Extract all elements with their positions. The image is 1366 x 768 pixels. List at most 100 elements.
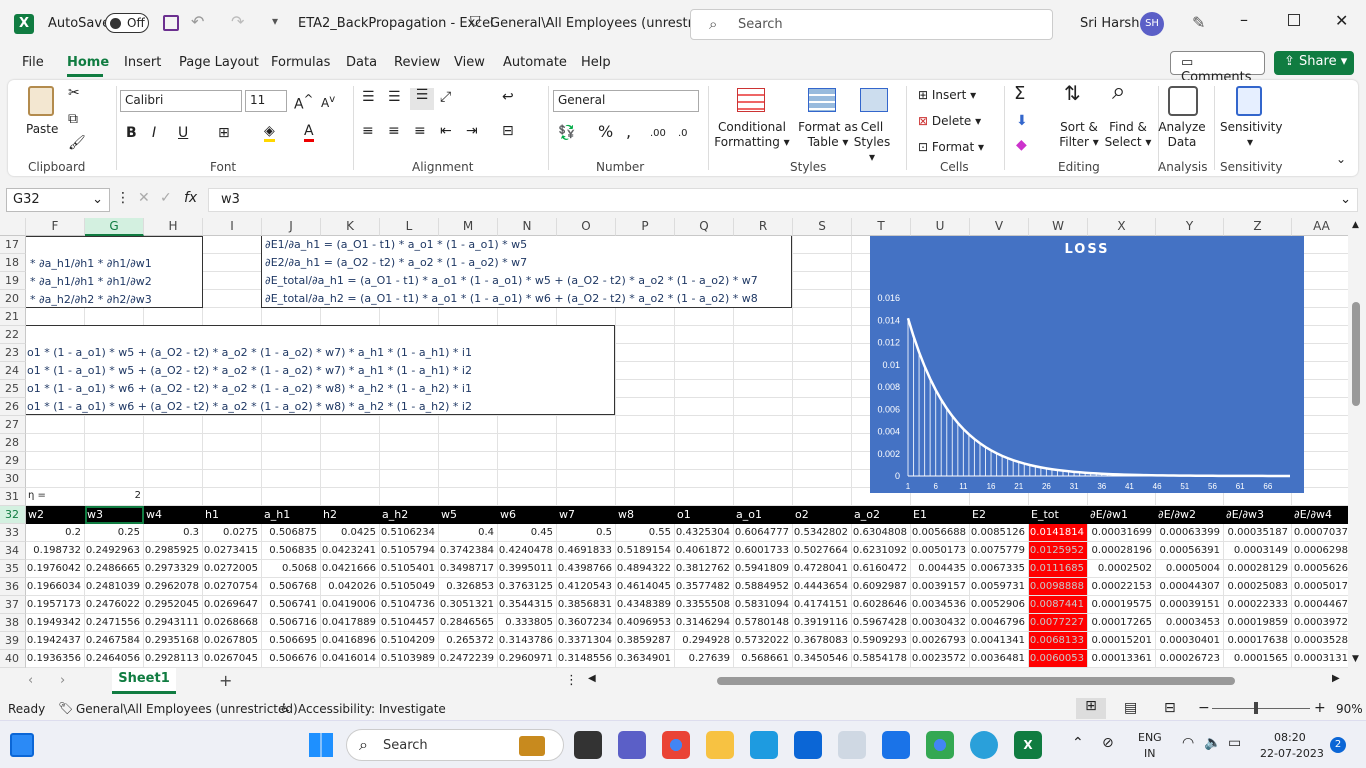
table-cell[interactable]: 0.506716: [262, 614, 321, 632]
column-header-AA[interactable]: AA: [1292, 218, 1352, 236]
table-cell[interactable]: 0.0075779: [970, 542, 1029, 560]
table-cell[interactable]: 0.2486665: [85, 560, 144, 578]
table-cell[interactable]: 0.0416014: [321, 650, 380, 668]
table-cell[interactable]: 0.3607234: [557, 614, 616, 632]
widgets-icon[interactable]: [10, 733, 34, 757]
table-header-cell[interactable]: a_o1: [734, 506, 793, 524]
table-cell[interactable]: 0.00028196: [1088, 542, 1156, 560]
insert-function-icon[interactable]: fx: [184, 190, 198, 206]
table-cell[interactable]: 0.2481039: [85, 578, 144, 596]
row-header-37[interactable]: 37: [0, 596, 26, 614]
table-header-cell[interactable]: w3: [85, 506, 144, 524]
table-cell[interactable]: 0.3995011: [498, 560, 557, 578]
bold-button[interactable]: B: [126, 125, 137, 141]
share-button[interactable]: ⇪ Share ▾: [1274, 51, 1354, 75]
table-cell[interactable]: 0.2952045: [144, 596, 203, 614]
table-cell[interactable]: 0.0034536: [911, 596, 970, 614]
table-cell[interactable]: 0.2: [26, 524, 85, 542]
table-cell[interactable]: 0.0068133: [1029, 632, 1088, 650]
status-accessibility[interactable]: Accessibility: Investigate: [298, 702, 446, 716]
column-header-R[interactable]: R: [734, 218, 793, 236]
borders-icon[interactable]: ⊞: [218, 125, 230, 141]
row-header-34[interactable]: 34: [0, 542, 26, 560]
table-header-cell[interactable]: E1: [911, 506, 970, 524]
volume-icon[interactable]: 🔈: [1204, 735, 1222, 751]
sensitivity-button[interactable]: Sensitivity ▾: [1220, 120, 1283, 149]
format-cells-button[interactable]: ⊡ Format ▾: [918, 140, 985, 154]
table-cell[interactable]: 0.4614045: [616, 578, 675, 596]
vertical-scrollbar[interactable]: ▲ ▼: [1348, 218, 1366, 668]
table-cell[interactable]: 0.0003972: [1292, 614, 1352, 632]
table-cell[interactable]: 0.1949342: [26, 614, 85, 632]
select-all-corner[interactable]: [0, 218, 26, 236]
table-cell[interactable]: 0.0273415: [203, 542, 262, 560]
comma-icon[interactable]: ,: [626, 122, 632, 141]
table-cell[interactable]: 0.294928: [675, 632, 734, 650]
table-cell[interactable]: 0.00030401: [1156, 632, 1224, 650]
table-cell[interactable]: 0.3148556: [557, 650, 616, 668]
table-cell[interactable]: 0.0046796: [970, 614, 1029, 632]
table-cell[interactable]: 0.00015201: [1088, 632, 1156, 650]
table-cell[interactable]: 0.3371304: [557, 632, 616, 650]
table-cell[interactable]: 0.00035187: [1224, 524, 1292, 542]
table-cell[interactable]: 0.042026: [321, 578, 380, 596]
increase-indent-icon[interactable]: ⇥: [466, 123, 478, 139]
table-cell[interactable]: 0.0001565: [1224, 650, 1292, 668]
column-header-P[interactable]: P: [616, 218, 675, 236]
horizontal-scrollbar[interactable]: ◀ ▶: [586, 672, 1348, 690]
table-cell[interactable]: 0.0036481: [970, 650, 1029, 668]
table-cell[interactable]: 0.2973329: [144, 560, 203, 578]
table-header-cell[interactable]: E2: [970, 506, 1029, 524]
row-header-33[interactable]: 33: [0, 524, 26, 542]
column-header-H[interactable]: H: [144, 218, 203, 236]
column-header-G[interactable]: G: [85, 218, 144, 236]
table-header-cell[interactable]: w2: [26, 506, 85, 524]
fill-icon[interactable]: ⬇: [1016, 113, 1028, 129]
table-cell[interactable]: 0.2472239: [439, 650, 498, 668]
table-cell[interactable]: 0.0056688: [911, 524, 970, 542]
table-cell[interactable]: 0.0005017: [1292, 578, 1352, 596]
table-cell[interactable]: 0.4120543: [557, 578, 616, 596]
accounting-icon[interactable]: 💱: [558, 125, 576, 141]
table-cell[interactable]: 0.568661: [734, 650, 793, 668]
zoom-slider-thumb[interactable]: [1254, 702, 1258, 714]
tab-file[interactable]: File: [22, 55, 44, 70]
decrease-font-icon[interactable]: Av: [321, 94, 336, 110]
equation-box-2[interactable]: ∂E1/∂a_h1 = (a_O1 - t1) * a_o1 * (1 - a_…: [261, 236, 792, 308]
table-cell[interactable]: 0.0026793: [911, 632, 970, 650]
row-header-25[interactable]: 25: [0, 380, 26, 398]
column-header-K[interactable]: K: [321, 218, 380, 236]
table-cell[interactable]: 0.0004467: [1292, 596, 1352, 614]
table-cell[interactable]: 0.0417889: [321, 614, 380, 632]
table-header-cell[interactable]: a_h2: [380, 506, 439, 524]
close-icon[interactable]: ✕: [1335, 11, 1349, 30]
wrap-text-icon[interactable]: ↩: [502, 89, 514, 105]
h-scroll-thumb[interactable]: [717, 677, 1235, 685]
row-header-21[interactable]: 21: [0, 308, 26, 326]
zoom-in-icon[interactable]: +: [1314, 700, 1326, 716]
save-icon[interactable]: [163, 15, 179, 31]
row-header-32[interactable]: 32: [0, 506, 26, 524]
insert-cells-button[interactable]: ⊞ Insert ▾: [918, 88, 977, 102]
table-cell[interactable]: 0.3856831: [557, 596, 616, 614]
table-cell[interactable]: 0.0003131: [1292, 650, 1352, 668]
tab-review[interactable]: Review: [394, 55, 441, 70]
row-header-35[interactable]: 35: [0, 560, 26, 578]
status-sensitivity[interactable]: General\All Employees (unrestricted): [76, 702, 298, 716]
table-cell[interactable]: 0.3146294: [675, 614, 734, 632]
italic-button[interactable]: I: [152, 125, 157, 141]
table-cell[interactable]: 0.0275: [203, 524, 262, 542]
customize-qat-icon[interactable]: ▾: [272, 14, 279, 28]
table-cell[interactable]: 0.0416896: [321, 632, 380, 650]
table-cell[interactable]: 0.3143786: [498, 632, 557, 650]
table-cell[interactable]: 0.506676: [262, 650, 321, 668]
sort-filter-button[interactable]: Sort & Filter ▾: [1059, 120, 1099, 149]
table-header-cell[interactable]: ∂E/∂w4: [1292, 506, 1352, 524]
table-cell[interactable]: 0.55: [616, 524, 675, 542]
table-cell[interactable]: 0.0419006: [321, 596, 380, 614]
undo-icon[interactable]: ↶: [191, 12, 205, 31]
table-cell[interactable]: 0.0085126: [970, 524, 1029, 542]
restore-icon[interactable]: [1288, 14, 1300, 26]
page-layout-view-icon[interactable]: ▤: [1124, 700, 1138, 716]
table-cell[interactable]: 0.0267045: [203, 650, 262, 668]
